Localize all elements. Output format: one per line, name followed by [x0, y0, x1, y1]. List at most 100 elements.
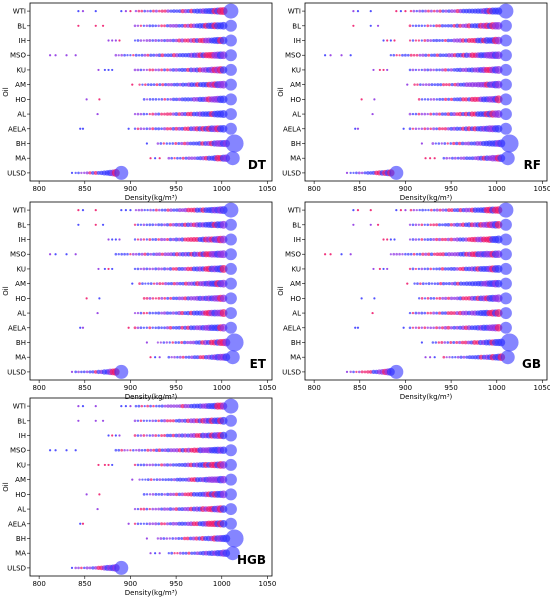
data-point: [175, 82, 180, 87]
data-point: [160, 9, 164, 13]
data-point: [141, 478, 144, 481]
data-point: [411, 39, 415, 42]
data-point: [417, 68, 421, 72]
data-point: [386, 238, 389, 241]
data-point: [446, 127, 451, 131]
data-point: [371, 311, 374, 315]
y-tick-label: WTI: [288, 8, 301, 16]
data-point: [426, 297, 430, 300]
x-axis-label: Density(kg/m³): [125, 194, 178, 202]
data-point: [165, 326, 170, 330]
data-point: [146, 448, 150, 452]
y-tick-label: ULSD: [7, 564, 26, 572]
data-point: [180, 237, 185, 242]
y-axis-label: Oil: [277, 87, 285, 96]
data-point: [145, 296, 149, 300]
data-point: [188, 536, 193, 541]
data-point: [411, 267, 415, 271]
data-point: [174, 53, 180, 58]
data-point: [169, 448, 174, 453]
data-point: [404, 9, 407, 13]
data-point: [157, 112, 161, 116]
data-point: [435, 237, 439, 242]
data-point: [126, 252, 129, 256]
data-point: [185, 340, 190, 345]
data-point: [429, 296, 433, 300]
data-point: [430, 282, 434, 285]
data-point: [154, 68, 158, 72]
data-point: [151, 267, 155, 271]
data-point: [97, 68, 100, 72]
data-point: [420, 24, 424, 28]
data-point: [141, 282, 144, 286]
axes-frame: [29, 201, 273, 381]
data-point: [96, 112, 99, 116]
data-point: [171, 433, 176, 438]
data-point: [382, 39, 385, 42]
data-point: [139, 24, 143, 27]
y-tick-label: AL: [17, 111, 26, 119]
data-point: [162, 311, 167, 315]
data-point: [149, 448, 153, 452]
data-point: [143, 448, 147, 452]
data-point: [171, 112, 176, 116]
data-point: [363, 171, 367, 175]
data-point: [456, 82, 461, 87]
peak-point: [499, 233, 512, 246]
data-point: [133, 24, 137, 28]
data-point: [366, 370, 370, 374]
data-point: [131, 282, 134, 285]
data-point: [180, 97, 185, 102]
data-point: [131, 83, 134, 86]
data-point: [382, 238, 385, 241]
data-point: [443, 68, 448, 72]
data-point: [177, 126, 182, 131]
y-tick-label: HO: [15, 491, 26, 499]
x-tick-label: 900: [124, 185, 137, 193]
y-tick-label: KU: [16, 265, 26, 273]
data-point: [177, 38, 182, 43]
x-tick-label: 950: [444, 185, 457, 193]
data-point: [456, 281, 460, 286]
data-point: [152, 208, 155, 212]
data-point: [139, 238, 143, 241]
data-point: [142, 419, 146, 423]
data-point: [345, 370, 349, 374]
data-point: [136, 463, 140, 467]
data-point: [148, 507, 151, 511]
y-tick-label: HO: [15, 295, 26, 303]
data-point: [139, 326, 143, 330]
data-point: [424, 208, 427, 212]
data-point: [154, 252, 159, 256]
data-point: [461, 296, 466, 301]
data-point: [168, 267, 173, 271]
data-point: [441, 97, 445, 101]
data-point: [140, 53, 144, 57]
data-point: [80, 171, 83, 175]
data-point: [136, 326, 140, 330]
data-point: [154, 419, 158, 423]
data-point: [389, 54, 393, 57]
data-point: [454, 141, 459, 146]
data-point: [138, 282, 141, 285]
data-point: [174, 23, 179, 28]
data-point: [157, 252, 162, 257]
data-point: [165, 419, 170, 423]
data-point: [174, 97, 179, 102]
y-tick-label: IH: [19, 432, 26, 440]
data-point: [457, 340, 462, 345]
data-point: [177, 237, 182, 242]
data-point: [355, 171, 358, 175]
data-point: [168, 325, 173, 330]
data-point: [148, 493, 152, 496]
y-tick-label: BH: [291, 140, 301, 148]
panel-rf: WTI BL IH MSO KU AM HO AL AELA BH MA ULSD 800 850 900 9…: [277, 2, 550, 202]
data-point: [435, 223, 439, 227]
data-point: [414, 112, 418, 116]
data-point: [449, 38, 454, 43]
data-point: [180, 418, 185, 423]
data-point: [408, 311, 412, 315]
data-point: [142, 326, 146, 329]
data-point: [455, 208, 460, 213]
data-point: [114, 53, 118, 57]
